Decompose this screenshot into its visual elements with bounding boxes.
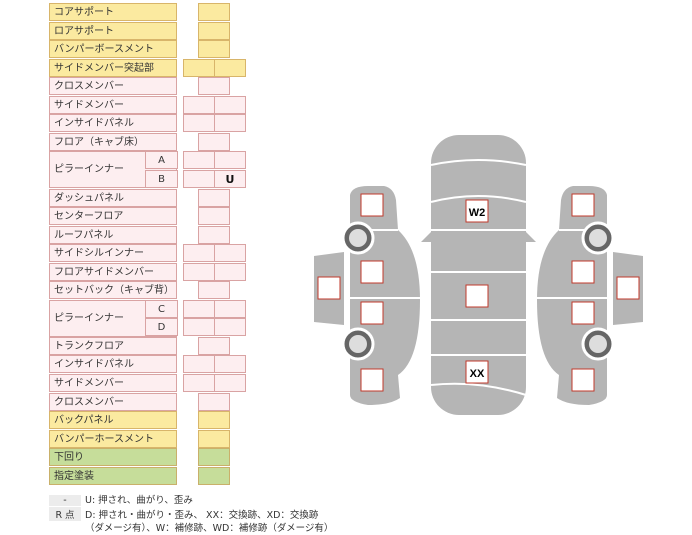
damage-cell[interactable]: [198, 40, 230, 59]
damage-cell[interactable]: [198, 429, 230, 448]
damage-cell[interactable]: [198, 448, 230, 467]
row-label: ロアサポート: [49, 21, 177, 40]
row-label: ルーフパネル: [49, 225, 177, 244]
damage-cell[interactable]: [198, 188, 230, 207]
roof-box: [465, 199, 489, 223]
damage-cell[interactable]: [214, 244, 246, 263]
row-label: バックパネル: [49, 411, 177, 430]
row-label: トランクフロア: [49, 336, 177, 355]
row-label: フロア（キャブ床）: [49, 132, 177, 151]
row-label: 指定塗装: [49, 466, 177, 485]
legend-line-1: - U: 押され、曲がり、歪み: [49, 492, 193, 506]
row-label: インサイドパネル: [49, 355, 177, 374]
legend-key: R 点: [49, 507, 81, 521]
panel-box: [317, 276, 341, 300]
legend-line-2: R 点 D: 押され・曲がり・歪み、 XX：交換跡、XD：交換跡: [49, 507, 318, 521]
damage-cell[interactable]: [214, 262, 246, 281]
damage-cell[interactable]: U: [214, 169, 246, 188]
row-label: センターフロア: [49, 207, 177, 226]
panel-box: [360, 368, 384, 392]
row-label: インサイドパネル: [49, 114, 177, 133]
damage-cell[interactable]: [198, 411, 230, 430]
row-label: 下回り: [49, 448, 177, 467]
panel-box: [571, 368, 595, 392]
roof-mark: W2: [469, 207, 486, 219]
pillar-sub-label: A: [145, 151, 178, 170]
center-body: [431, 135, 526, 415]
damage-cell[interactable]: [214, 58, 246, 77]
rear-mark: XX: [470, 368, 485, 380]
pillar-sub-label: B: [145, 169, 178, 188]
legend-text: U: 押され、曲がり、歪み: [85, 495, 193, 506]
damage-cell[interactable]: [214, 151, 246, 170]
row-label: サイドメンバー突起部: [49, 58, 177, 77]
row-label: バンパーボースメント: [49, 40, 177, 59]
damage-cell[interactable]: [198, 466, 230, 485]
rear-box: [465, 360, 489, 384]
damage-cell[interactable]: [198, 21, 230, 40]
row-label: サイドメンバー: [49, 374, 177, 392]
row-label: バンパーホースメント: [49, 429, 177, 448]
damage-cell[interactable]: [214, 374, 246, 392]
pillar-sub-label: C: [145, 299, 178, 318]
row-label: セットバック（キャブ背）: [49, 281, 177, 300]
row-label: クロスメンバー: [49, 392, 177, 411]
panel-box: [616, 276, 640, 300]
panel-box: [360, 301, 384, 325]
pillar-sub-label: D: [145, 318, 178, 337]
legend-line-3: （ダメージ有）、W：補修跡、WD：補修跡（ダメージ有）: [85, 523, 334, 534]
damage-cell[interactable]: [198, 3, 230, 21]
damage-cell[interactable]: [214, 114, 246, 133]
damage-cell[interactable]: [214, 299, 246, 318]
panel-box: [360, 193, 384, 217]
row-label: サイドメンバー: [49, 95, 177, 114]
damage-cell[interactable]: [214, 355, 246, 374]
damage-cell[interactable]: [214, 95, 246, 114]
damage-cell[interactable]: [198, 392, 230, 411]
legend-key: -: [49, 495, 81, 506]
panel-box: [571, 301, 595, 325]
damage-cell[interactable]: [198, 207, 230, 226]
panel-box: [571, 193, 595, 217]
row-label: ダッシュパネル: [49, 188, 177, 207]
damage-cell[interactable]: [198, 225, 230, 244]
row-label: サイドシルインナー: [49, 244, 177, 263]
damage-cell[interactable]: [198, 281, 230, 300]
panel-box: [360, 260, 384, 284]
center-box: [465, 284, 489, 308]
legend-text: D: 押され・曲がり・歪み、 XX：交換跡、XD：交換跡: [85, 510, 319, 521]
panel-box: [571, 260, 595, 284]
damage-cell[interactable]: [198, 132, 230, 151]
row-label: コアサポート: [49, 3, 177, 21]
damage-cell[interactable]: [214, 318, 246, 337]
row-label: フロアサイドメンバー: [49, 262, 177, 281]
row-label: クロスメンバー: [49, 77, 177, 96]
damage-cell[interactable]: [198, 77, 230, 96]
damage-cell[interactable]: [198, 336, 230, 355]
